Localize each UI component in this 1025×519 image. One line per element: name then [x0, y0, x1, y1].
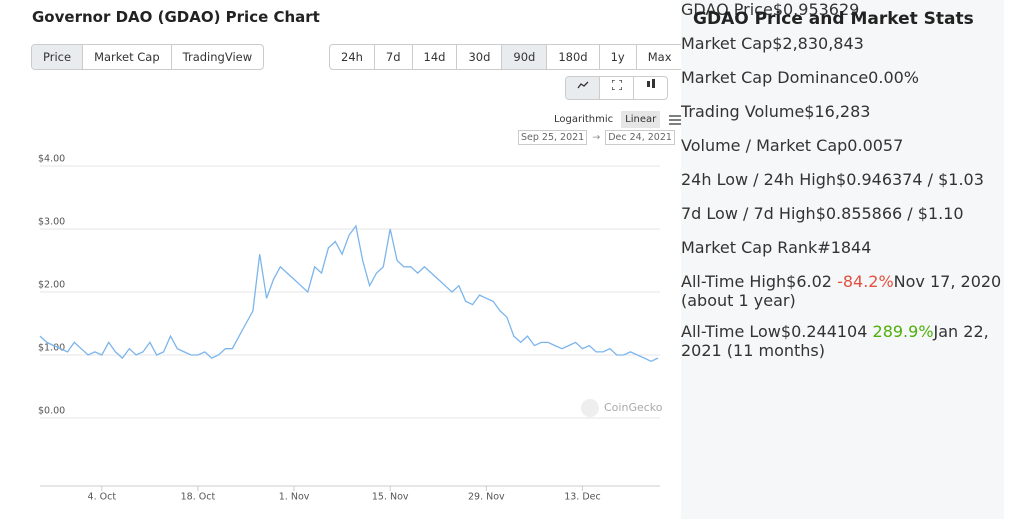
range-button[interactable]: 90d — [502, 45, 548, 69]
stat-value: $2,830,843 — [772, 34, 864, 53]
x-tick-label: 18. Oct — [181, 492, 216, 503]
chart: CoinGecko $0.00 $1.00 $2.00 $3.00 $4.00 4. Oc… — [38, 154, 663, 503]
x-tick-label: 29. Nov — [468, 492, 505, 503]
watermark: CoinGecko — [604, 401, 663, 414]
stat-row: All-Time Low$0.244104 289.9%Jan 22, 2021… — [681, 322, 1004, 372]
date-from[interactable]: Sep 25, 2021 — [518, 130, 588, 145]
stat-row: Market Cap Rank#1844 — [681, 238, 1004, 272]
range-button[interactable]: 1y — [600, 45, 637, 69]
stat-row: 24h Low / 24h High$0.946374 / $1.03 — [681, 170, 1004, 204]
x-tick-label: 13. Dec — [564, 492, 601, 503]
stat-date: Nov 17, 2020 (about 1 year) — [681, 272, 1002, 310]
stat-row: 7d Low / 7d High$0.855866 / $1.10 — [681, 204, 1004, 238]
page-title: Governor DAO (GDAO) Price Chart — [32, 8, 320, 26]
price-line — [39, 224, 659, 363]
stat-value: $0.946374 / $1.03 — [836, 170, 984, 189]
stat-value: 0.0057 — [847, 136, 904, 155]
x-tick-label: 1. Nov — [279, 492, 310, 503]
tab[interactable]: Price — [32, 45, 84, 69]
stat-label: Market Cap — [681, 34, 773, 53]
stat-row: All-Time High$6.02 -84.2%Nov 17, 2020 (a… — [681, 272, 1004, 322]
stat-label: 7d Low / 7d High — [681, 204, 816, 223]
range-button[interactable]: 7d — [375, 45, 413, 69]
stat-label: Market Cap Dominance — [681, 68, 869, 87]
range-button[interactable]: 24h — [330, 45, 375, 69]
watermark-logo — [581, 399, 599, 417]
y-tick-label: $3.00 — [38, 217, 65, 228]
range-group: 24h 7d 14d 30d 90d 180d 1y Max — [329, 44, 684, 70]
date-to[interactable]: Dec 24, 2021 — [605, 130, 675, 145]
stat-row: Trading Volume$16,283 — [681, 102, 1004, 136]
stat-row: Volume / Market Cap0.0057 — [681, 136, 1004, 170]
stat-value: $0.244104 — [780, 322, 868, 341]
stat-label: All-Time Low — [681, 322, 781, 341]
fullscreen-button[interactable] — [600, 77, 634, 99]
stat-row: GDAO Price$0.953629 — [681, 0, 1004, 34]
icon — [576, 81, 588, 89]
tab[interactable]: TradingView — [182, 50, 253, 64]
stat-value: $16,283 — [804, 102, 871, 121]
stat-label: Volume / Market Cap — [681, 136, 848, 155]
candlestick-button[interactable] — [634, 77, 667, 99]
stat-label: GDAO Price — [681, 0, 773, 19]
stat-row: Market Cap$2,830,843 — [681, 34, 1004, 68]
stat-value: $0.953629 — [772, 0, 860, 19]
stats-panel: GDAO Price and Market Stats GDAO Price$0… — [681, 0, 1004, 519]
stat-label: All-Time High — [681, 272, 787, 291]
stat-value: $0.855866 / $1.10 — [815, 204, 964, 223]
line-chart-button[interactable] — [566, 77, 600, 99]
stat-date: Jan 22, 2021 (11 months) — [681, 322, 989, 360]
y-tick-label: $0.00 — [38, 406, 65, 417]
stat-label: Trading Volume — [681, 102, 805, 121]
stat-value-group: $0.244104 289.9% — [781, 322, 934, 341]
stat-value: 0.00% — [868, 68, 919, 87]
date-separator: → — [592, 132, 601, 143]
range-button[interactable]: 180d — [547, 45, 600, 69]
stats-title: GDAO Price and Market Stats — [693, 9, 974, 29]
scale-option[interactable]: Logarithmic — [554, 114, 614, 125]
stat-label: 24h Low / 24h High — [681, 170, 837, 189]
range-button[interactable]: 30d — [457, 45, 503, 69]
scale-option[interactable]: Linear — [621, 111, 661, 128]
y-tick-label: $1.00 — [38, 343, 65, 354]
tab[interactable]: Market Cap — [83, 45, 172, 69]
icon — [646, 79, 655, 88]
tab-group: Price Market Cap TradingView — [31, 44, 265, 70]
scale-options: Logarithmic Linear — [546, 108, 682, 131]
date-range: Sep 25, 2021 → Dec 24, 2021 — [518, 130, 675, 145]
stat-change: -84.2% — [837, 272, 894, 291]
stat-value: #1844 — [817, 238, 872, 257]
stat-change: 289.9% — [872, 322, 934, 341]
stat-value-group: $6.02 -84.2% — [786, 272, 894, 291]
range-button[interactable]: Max — [647, 50, 672, 64]
stat-value: $6.02 — [786, 272, 832, 291]
range-button[interactable]: 14d — [413, 45, 458, 69]
x-tick-label: 4. Oct — [88, 492, 117, 503]
scale-items: Logarithmic Linear — [546, 108, 664, 131]
y-tick-label: $4.00 — [38, 154, 65, 165]
y-tick-label: $2.00 — [38, 280, 65, 291]
menu-icon[interactable] — [668, 114, 682, 126]
chart-type-group — [565, 76, 668, 100]
x-tick-label: 15. Nov — [372, 492, 409, 503]
stat-row: Market Cap Dominance0.00% — [681, 68, 1004, 102]
stat-label: Market Cap Rank — [681, 238, 818, 257]
